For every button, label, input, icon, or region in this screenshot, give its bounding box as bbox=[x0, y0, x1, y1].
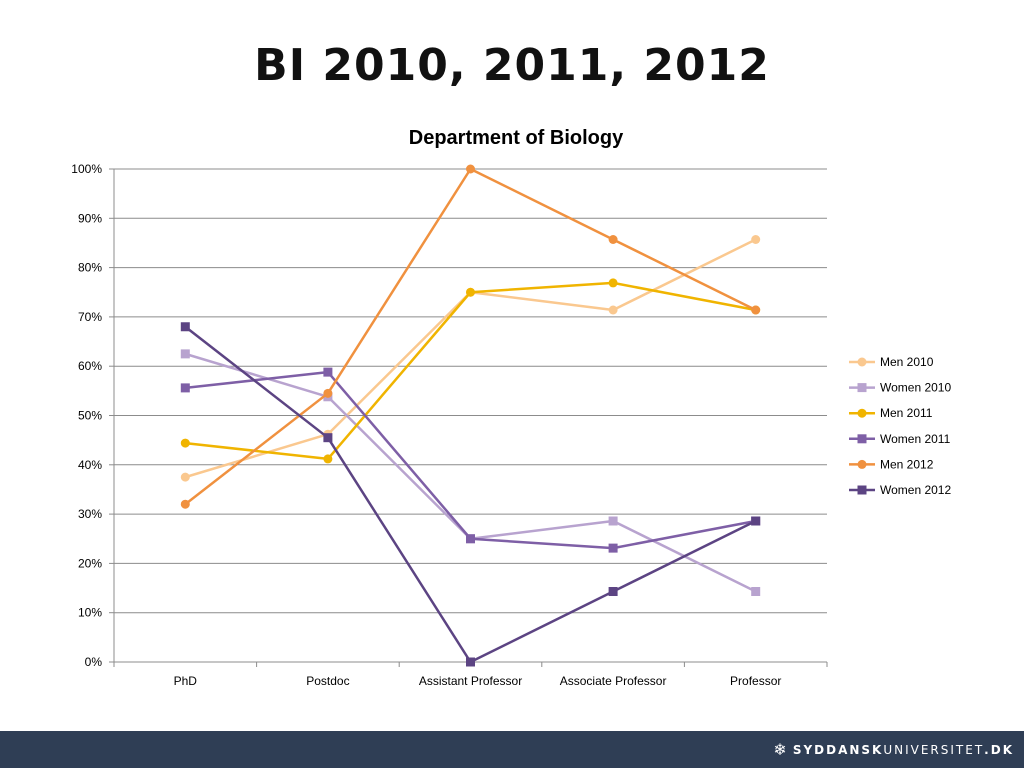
x-tick-label: Professor bbox=[730, 674, 781, 688]
line-chart: Department of Biology 0% 10% 20% 30% 40% 50% 6… bbox=[71, 127, 951, 688]
data-point bbox=[608, 516, 618, 526]
data-point bbox=[608, 305, 618, 315]
legend-swatch-marker bbox=[857, 434, 867, 444]
y-tick-label: 20% bbox=[78, 556, 102, 570]
legend-swatch-marker bbox=[857, 485, 867, 495]
data-point bbox=[323, 388, 333, 398]
data-point bbox=[323, 454, 333, 464]
x-tick-label: PhD bbox=[174, 674, 198, 688]
legend-item: Women 2012 bbox=[849, 483, 951, 497]
y-axis: 0% 10% 20% 30% 40% 50% 60% 70% 80% 90% 100% bbox=[71, 162, 115, 669]
series-women-2012 bbox=[180, 322, 761, 667]
series-group bbox=[180, 164, 761, 667]
x-tick-label: Associate Professor bbox=[560, 674, 667, 688]
y-tick-label: 30% bbox=[78, 507, 102, 521]
grid-lines bbox=[114, 168, 827, 614]
series-men-2011 bbox=[180, 278, 761, 464]
data-point bbox=[180, 349, 190, 359]
legend-swatch-marker bbox=[857, 357, 867, 367]
y-tick-label: 60% bbox=[78, 359, 102, 373]
series-line bbox=[184, 352, 757, 593]
university-logo[interactable]: ❄ SYDDANSKUNIVERSITET.DK bbox=[773, 740, 1014, 760]
legend-swatch-marker bbox=[857, 408, 867, 418]
legend: Men 2010 Women 2010 Men 2011 Women 2011 Men … bbox=[849, 355, 951, 497]
data-point bbox=[180, 438, 190, 448]
data-point bbox=[466, 657, 475, 667]
legend-label: Women 2011 bbox=[880, 432, 951, 446]
series-line bbox=[184, 325, 757, 664]
y-tick-label: 10% bbox=[78, 606, 102, 620]
data-point bbox=[323, 367, 333, 377]
data-point bbox=[608, 234, 618, 244]
data-point bbox=[751, 587, 761, 597]
series-men-2012 bbox=[180, 164, 761, 509]
legend-swatch-marker bbox=[857, 459, 867, 469]
data-point bbox=[180, 472, 190, 482]
y-tick-label: 80% bbox=[78, 261, 102, 275]
series-men-2010 bbox=[180, 234, 761, 482]
series-line bbox=[184, 238, 757, 479]
x-axis: PhD Postdoc Assistant Professor Associate P… bbox=[113, 661, 828, 688]
y-tick-label: 40% bbox=[78, 458, 102, 472]
data-point bbox=[608, 543, 618, 553]
data-point bbox=[466, 287, 475, 297]
data-point bbox=[323, 433, 333, 443]
y-tick-label: 50% bbox=[78, 409, 102, 423]
y-tick-label: 0% bbox=[85, 655, 103, 669]
legend-item: Men 2012 bbox=[849, 457, 934, 471]
data-point bbox=[180, 383, 190, 393]
data-point bbox=[180, 322, 190, 332]
snowflake-icon: ❄ bbox=[773, 740, 787, 759]
legend-label: Men 2010 bbox=[880, 355, 934, 369]
x-tick-label: Postdoc bbox=[306, 674, 349, 688]
data-point bbox=[751, 305, 761, 315]
data-point bbox=[180, 499, 190, 509]
data-point bbox=[608, 587, 618, 597]
legend-label: Men 2011 bbox=[880, 406, 933, 420]
data-point bbox=[608, 278, 618, 288]
y-tick-label: 70% bbox=[78, 310, 102, 324]
data-point bbox=[466, 164, 475, 174]
data-point bbox=[751, 234, 761, 244]
legend-item: Men 2011 bbox=[849, 406, 933, 420]
footer-bar: ❄ SYDDANSKUNIVERSITET.DK bbox=[0, 731, 1024, 768]
x-tick-label: Assistant Professor bbox=[419, 674, 522, 688]
legend-item: Men 2010 bbox=[849, 355, 934, 369]
series-line bbox=[185, 370, 756, 550]
series-women-2011 bbox=[180, 367, 761, 553]
series-line bbox=[184, 167, 757, 506]
legend-item: Women 2011 bbox=[849, 432, 951, 446]
y-tick-label: 90% bbox=[78, 211, 102, 225]
legend-item: Women 2010 bbox=[849, 381, 951, 395]
slide-title: BI 2010, 2011, 2012 bbox=[254, 40, 770, 91]
series-women-2010 bbox=[180, 349, 761, 597]
y-tick-label: 100% bbox=[71, 162, 102, 176]
legend-label: Women 2010 bbox=[880, 381, 951, 395]
chart-title: Department of Biology bbox=[409, 127, 624, 149]
legend-label: Women 2012 bbox=[880, 483, 951, 497]
series-line bbox=[185, 281, 756, 461]
legend-label: Men 2012 bbox=[880, 457, 934, 471]
legend-swatch-marker bbox=[857, 383, 867, 393]
data-point bbox=[466, 534, 475, 544]
data-point bbox=[751, 516, 761, 526]
logo-text: SYDDANSKUNIVERSITET.DK bbox=[792, 743, 1014, 757]
